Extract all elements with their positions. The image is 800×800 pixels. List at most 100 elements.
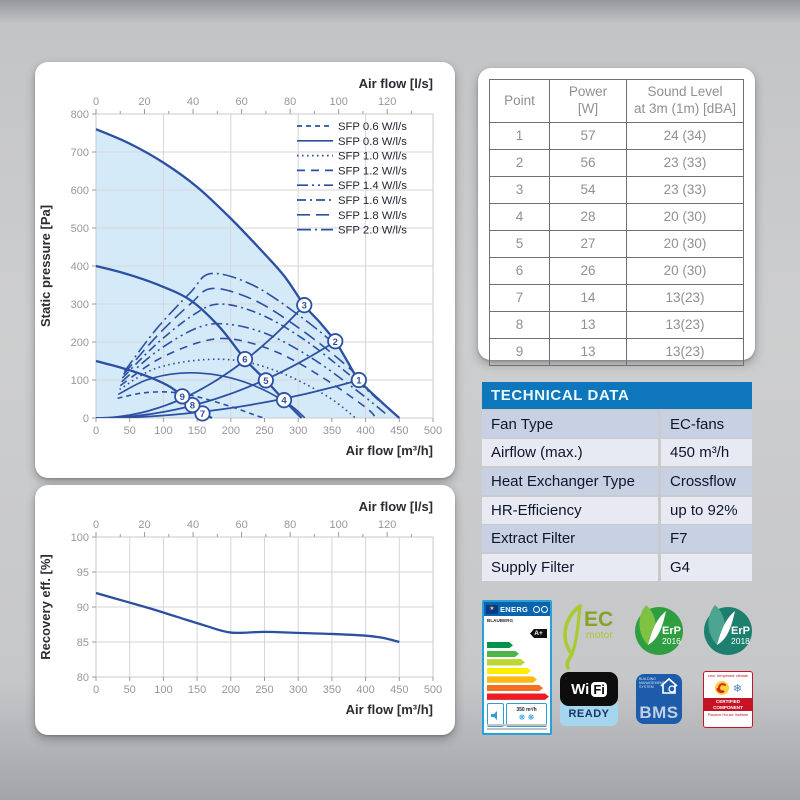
series-SFP-1-6-W-l-s bbox=[121, 303, 387, 408]
svg-text:100: 100 bbox=[71, 375, 89, 387]
table-cell: 20 (30) bbox=[626, 257, 744, 285]
svg-text:300: 300 bbox=[71, 299, 89, 311]
svg-text:400: 400 bbox=[71, 261, 89, 273]
svg-text:100: 100 bbox=[329, 519, 347, 531]
eu-flag-icon: ★ bbox=[486, 604, 498, 614]
svg-text:40: 40 bbox=[187, 96, 199, 108]
certified-component-band: CERTIFIED COMPONENT bbox=[704, 698, 752, 711]
ec-motor-leaf-icon: EC motor bbox=[563, 604, 613, 670]
svg-text:300: 300 bbox=[289, 684, 307, 696]
svg-text:60: 60 bbox=[235, 96, 247, 108]
bms-big-text: BMS bbox=[639, 703, 679, 722]
fine-print-line bbox=[487, 727, 547, 730]
svg-text:120: 120 bbox=[378, 96, 396, 108]
tech-data-label: Heat Exchanger Type bbox=[482, 467, 658, 496]
svg-text:400: 400 bbox=[356, 425, 374, 437]
svg-text:60: 60 bbox=[235, 519, 247, 531]
table-cell: 9 bbox=[489, 338, 550, 366]
svg-text:6: 6 bbox=[242, 355, 247, 366]
wifi-fi-text: Fi bbox=[591, 681, 607, 697]
series-SFP-0-6-W-l-s bbox=[117, 391, 265, 418]
tech-data-row: HR-Efficiency up to 92% bbox=[482, 496, 752, 524]
table-cell: 56 bbox=[549, 149, 627, 177]
svg-text:500: 500 bbox=[424, 425, 442, 437]
table-cell: 14 bbox=[549, 284, 627, 312]
fan-performance-chart-card: 0 50 100 150 200 250 300 350 400 450 500 0 20 40 60 80 1… bbox=[35, 62, 455, 478]
svg-text:90: 90 bbox=[77, 602, 89, 614]
energy-class-bar bbox=[487, 642, 513, 648]
tech-data-row: Fan Type EC-fans bbox=[482, 410, 752, 438]
tech-data-label: HR-Efficiency bbox=[482, 496, 658, 524]
table-cell: 13(23) bbox=[626, 284, 744, 312]
wifi-wi-text: Wi bbox=[571, 680, 590, 698]
energy-label-dot-icon bbox=[541, 605, 548, 613]
svg-text:350: 350 bbox=[323, 684, 341, 696]
svg-text:Air flow [l/s]: Air flow [l/s] bbox=[359, 499, 433, 514]
building-icon bbox=[660, 677, 678, 694]
series-recovery-efficiency bbox=[95, 591, 400, 644]
svg-text:700: 700 bbox=[71, 147, 89, 159]
svg-text:100: 100 bbox=[329, 96, 347, 108]
svg-text:80: 80 bbox=[284, 519, 296, 531]
table-row: 6 26 20 (30) bbox=[489, 257, 744, 285]
erp-2016-leaf-icon: ErP 2016 bbox=[635, 605, 683, 655]
svg-text:150: 150 bbox=[188, 684, 206, 696]
svg-text:1: 1 bbox=[356, 376, 362, 387]
technical-data-title: TECHNICAL DATA bbox=[482, 382, 752, 409]
noise-level-box bbox=[487, 703, 504, 727]
table-cell: 26 bbox=[549, 257, 627, 285]
table-row: 9 13 13(23) bbox=[489, 338, 744, 366]
table-cell: 5 bbox=[489, 230, 550, 258]
svg-text:200: 200 bbox=[71, 337, 89, 349]
svg-text:250: 250 bbox=[255, 425, 273, 437]
svg-text:600: 600 bbox=[71, 185, 89, 197]
svg-text:200: 200 bbox=[222, 684, 240, 696]
series-SFP-1-8-W-l-s bbox=[123, 287, 387, 403]
energy-class-bar bbox=[487, 676, 537, 682]
snowflake-icon: ❄ bbox=[732, 682, 743, 695]
svg-text:450: 450 bbox=[390, 425, 408, 437]
svg-text:ErP: ErP bbox=[731, 625, 750, 637]
column-header: Sound Level at 3m (1m) [dBA] bbox=[626, 79, 744, 123]
fine-print-line bbox=[487, 724, 547, 726]
table-cell: 13(23) bbox=[626, 338, 744, 366]
energy-label-title: ENERG bbox=[500, 604, 529, 614]
operating-point-markers: 1 2 3 4 5 6 789 bbox=[174, 297, 367, 422]
table-cell: 23 (33) bbox=[626, 149, 744, 177]
erp-2016-badge: ErP 2016 bbox=[632, 601, 684, 657]
svg-text:Air flow [m³/h]: Air flow [m³/h] bbox=[346, 702, 433, 717]
column-header: Power [W] bbox=[549, 79, 627, 123]
tech-data-label: Extract Filter bbox=[482, 525, 658, 553]
erp-2018-badge: ErP 2018 bbox=[701, 601, 753, 657]
recovery-efficiency-chart-card: 0 50 100 150 200 250 300 350 400 450 500 0 20 40 60 80 1… bbox=[35, 485, 455, 735]
table-cell: 57 bbox=[549, 122, 627, 150]
energy-label-header: ★ ENERG bbox=[484, 602, 550, 616]
airflow-value: 350 m³/h bbox=[516, 707, 537, 713]
energy-class-bars bbox=[487, 642, 549, 702]
table-cell: 20 (30) bbox=[626, 203, 744, 231]
svg-text:500: 500 bbox=[424, 684, 442, 696]
svg-text:0: 0 bbox=[93, 96, 99, 108]
energy-class-bar bbox=[487, 668, 531, 674]
series-SFP-1-4-W-l-s bbox=[121, 322, 388, 416]
speaker-icon bbox=[490, 710, 497, 720]
table-row: 3 54 23 (33) bbox=[489, 176, 744, 204]
table-cell: 27 bbox=[549, 230, 627, 258]
tech-data-value: Crossflow bbox=[661, 467, 752, 496]
tech-data-label: Fan Type bbox=[482, 410, 658, 438]
tech-data-value: 450 m³/h bbox=[661, 439, 752, 467]
technical-data-table: TECHNICAL DATA Fan Type EC-fans Airflow (m… bbox=[482, 382, 752, 582]
svg-text:150: 150 bbox=[188, 425, 206, 437]
svg-text:8: 8 bbox=[190, 401, 195, 412]
table-cell: 54 bbox=[549, 176, 627, 204]
wifi-logo: Wi Fi bbox=[560, 672, 618, 706]
brand-name: BLAUBERG bbox=[487, 618, 514, 623]
table-row: 1 57 24 (34) bbox=[489, 122, 744, 150]
energy-class-bar bbox=[487, 685, 543, 691]
svg-text:80: 80 bbox=[284, 96, 296, 108]
eu-energy-label: ★ ENERG BLAUBERG A+ 350 m³/h ❋ ❋ bbox=[482, 600, 552, 735]
table-cell: 23 (33) bbox=[626, 176, 744, 204]
